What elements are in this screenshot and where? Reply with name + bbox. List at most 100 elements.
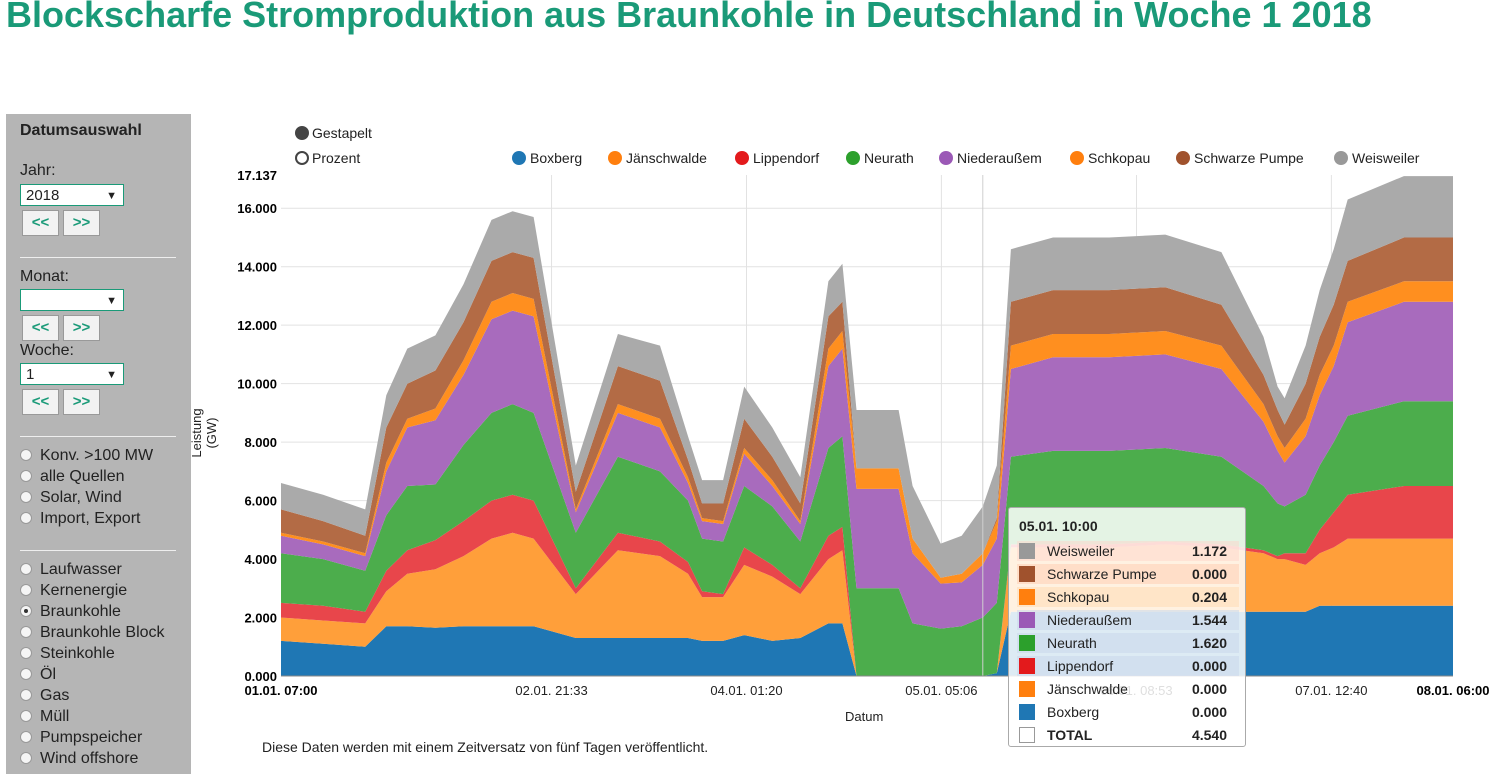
legend-label: Lippendorf [753, 150, 820, 166]
tooltip-series-name: Niederaußem [1047, 612, 1132, 628]
legend-item-weisweiler[interactable]: Weisweiler [1334, 150, 1419, 166]
legend-dot-icon [1070, 151, 1084, 165]
divider [20, 257, 176, 258]
y-tick-label: 10.000 [237, 377, 277, 392]
radio-braunkohle[interactable]: Braunkohle [20, 601, 121, 622]
year-select[interactable]: 2018 ▼ [20, 184, 124, 206]
mode-stacked[interactable]: Gestapelt [295, 125, 372, 141]
legend-item-neurath[interactable]: Neurath [846, 150, 914, 166]
legend-swatch-icon [1019, 566, 1035, 582]
mode-percent[interactable]: Prozent [295, 150, 360, 166]
year-prev-button[interactable]: << [22, 210, 59, 236]
area-niederauem [281, 301, 1453, 629]
tooltip-row: Weisweiler 1.172 [1017, 541, 1239, 561]
radio-dot-selected [20, 605, 32, 617]
legend-swatch-icon [1019, 704, 1035, 720]
radio-oel[interactable]: Öl [20, 664, 56, 685]
legend-swatch-icon [1019, 543, 1035, 559]
radio-solar-wind[interactable]: Solar, Wind [20, 487, 122, 508]
x-tick-label: 01.01. 07:00 [244, 683, 317, 698]
week-select[interactable]: 1 ▼ [20, 363, 124, 385]
radio-gas[interactable]: Gas [20, 685, 69, 706]
tooltip-series-value: 0.000 [1191, 681, 1227, 697]
radio-dot [20, 731, 32, 743]
legend-dot-icon [1176, 151, 1190, 165]
radio-konv[interactable]: Konv. >100 MW [20, 445, 153, 466]
radio-muell[interactable]: Müll [20, 706, 69, 727]
radio-label: Braunkohle [40, 603, 121, 620]
chevron-down-icon: ▼ [106, 190, 117, 202]
year-next-button[interactable]: >> [63, 210, 100, 236]
legend-swatch-icon [1019, 681, 1035, 697]
radio-label: alle Quellen [40, 468, 125, 485]
radio-label: Laufwasser [40, 561, 122, 578]
tooltip-total-label: TOTAL [1047, 727, 1093, 743]
radio-kernenergie[interactable]: Kernenergie [20, 580, 127, 601]
month-next-button[interactable]: >> [63, 315, 100, 341]
tooltip-series-value: 0.000 [1191, 658, 1227, 674]
legend-label: Schwarze Pumpe [1194, 150, 1304, 166]
x-tick-label: 02.01. 21:33 [515, 683, 587, 698]
legend-swatch-icon [1019, 658, 1035, 674]
sidebar-heading: Datumsauswahl [20, 122, 142, 139]
radio-label: Kernenergie [40, 582, 128, 599]
week-label: Woche: [20, 342, 74, 359]
radio-import-export[interactable]: Import, Export [20, 508, 140, 529]
radio-label: Steinkohle [40, 645, 115, 662]
x-tick-label: 04.01. 01:20 [710, 683, 782, 698]
legend-item-jaenschwalde[interactable]: Jänschwalde [608, 150, 707, 166]
axes: 0.000 2.000 4.000 6.000 8.000 10.000 12.000 14.… [237, 168, 1489, 698]
date-selection-panel: Datumsauswahl Jahr: 2018 ▼ << >> Monat: ▼… [6, 114, 191, 774]
radio-steinkohle[interactable]: Steinkohle [20, 643, 115, 664]
week-select-value: 1 [26, 366, 35, 383]
tooltip-series-value: 1.172 [1191, 543, 1227, 559]
legend-item-lippendorf[interactable]: Lippendorf [735, 150, 819, 166]
legend-label: Schkopau [1088, 150, 1151, 166]
tooltip-series-name: Neurath [1047, 635, 1097, 651]
week-prev-button[interactable]: << [22, 389, 59, 415]
legend-swatch-icon [1019, 635, 1035, 651]
radio-pumpspeicher[interactable]: Pumpspeicher [20, 727, 142, 748]
tooltip-series-name: Weisweiler [1047, 543, 1115, 559]
y-tick-label: 6.000 [244, 494, 277, 509]
legend-label: Neurath [864, 150, 914, 166]
y-tick-label: 12.000 [237, 318, 277, 333]
radio-laufwasser[interactable]: Laufwasser [20, 559, 122, 580]
tooltip-total-value: 4.540 [1191, 727, 1227, 743]
y-tick-label: 16.000 [237, 201, 277, 216]
legend-item-schkopau[interactable]: Schkopau [1070, 150, 1150, 166]
legend-dot-icon [1334, 151, 1348, 165]
legend-label: Boxberg [530, 150, 583, 166]
legend-item-boxberg[interactable]: Boxberg [512, 150, 582, 166]
month-prev-button[interactable]: << [22, 315, 59, 341]
page-title: Blockscharfe Stromproduktion aus Braunko… [6, 0, 1372, 35]
stacked-area-chart[interactable]: 0.0002.0004.0006.0008.00010.00012.00014.… [0, 0, 1509, 755]
footnote: Diese Daten werden mit einem Zeitversatz… [262, 739, 709, 755]
tooltip-row: Jänschwalde 0.000 [1017, 679, 1239, 699]
week-next-button[interactable]: >> [63, 389, 100, 415]
month-label: Monat: [20, 268, 69, 285]
legend-item-schwarze-pumpe[interactable]: Schwarze Pumpe [1176, 150, 1304, 166]
radio-dot [20, 470, 32, 482]
area-weisweiler [281, 176, 1453, 578]
radio-alle-quellen[interactable]: alle Quellen [20, 466, 125, 487]
total-swatch-icon [1019, 727, 1035, 743]
tooltip-row: Lippendorf 0.000 [1017, 656, 1239, 676]
tooltip-series-value: 0.000 [1191, 566, 1227, 582]
tooltip-series-name: Schwarze Pumpe [1047, 566, 1157, 582]
tooltip-row: Neurath 1.620 [1017, 633, 1239, 653]
radio-dot [20, 689, 32, 701]
y-axis-title: Leistung (GW) [189, 408, 219, 458]
y-tick-label: 4.000 [244, 552, 277, 567]
legend-item-niederaussem[interactable]: Niederaußem [939, 150, 1042, 166]
year-label: Jahr: [20, 162, 56, 179]
radio-label: Pumpspeicher [40, 729, 143, 746]
month-select[interactable]: ▼ [20, 289, 124, 311]
divider [20, 550, 176, 551]
radio-label: Öl [40, 666, 56, 683]
radio-braunkohle-block[interactable]: Braunkohle Block [20, 622, 165, 643]
series-areas [281, 176, 1453, 676]
chevron-down-icon: ▼ [106, 295, 117, 307]
legend-dot-icon [735, 151, 749, 165]
tooltip-row: Schkopau 0.204 [1017, 587, 1239, 607]
